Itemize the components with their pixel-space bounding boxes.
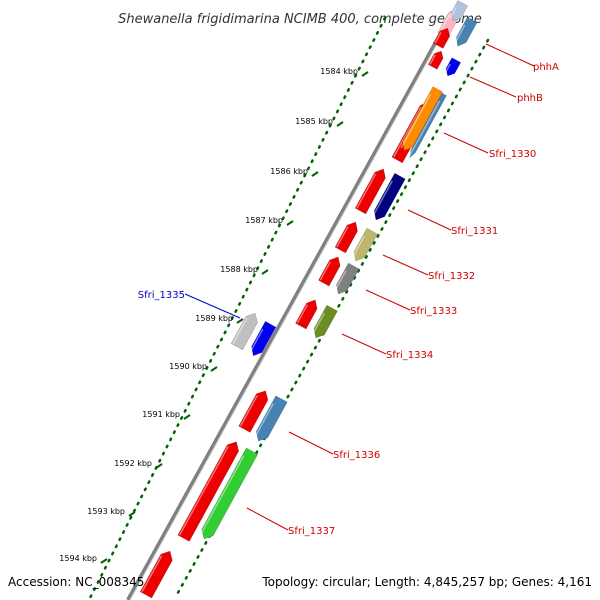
gene-red-d (354, 168, 386, 215)
scale-tick-label: 1591 kbp (142, 410, 180, 419)
map-title: Shewanella frigidimarina NCIMB 400, comp… (118, 12, 482, 27)
gene-orange (402, 86, 444, 152)
gene-red-j-highlight (141, 555, 163, 593)
gene-steelblue-a-highlight (454, 24, 466, 44)
gene-navy (373, 172, 406, 221)
scale-tick-label: 1592 kbp (114, 459, 152, 468)
gene-red-e-highlight (336, 226, 349, 248)
gene-steelblue-b (409, 92, 447, 159)
topology-text: Topology: circular; Length: 4,845,257 bp… (261, 575, 592, 589)
leader-line (288, 431, 334, 455)
gene-label: Sfri_1332 (428, 271, 475, 282)
scale-tick-mark (183, 414, 191, 420)
gene-olive (313, 304, 338, 339)
gene-label: phhB (517, 93, 543, 104)
gene-label: Sfri_1331 (451, 226, 498, 237)
gene-silver (230, 312, 258, 351)
scale-tick-label: 1590 kbp (169, 362, 207, 371)
gene-label: phhA (533, 62, 559, 73)
leader-line (184, 293, 241, 319)
gene-gray (336, 262, 360, 295)
scale-tick-mark (100, 558, 108, 564)
scale-tick-label: 1587 kbp (245, 216, 283, 225)
gene-label: Sfri_1336 (333, 450, 380, 461)
gene-red-e (334, 221, 358, 254)
gene-blue-a-highlight (444, 63, 451, 74)
backbone-ring (126, 41, 439, 600)
leader-line (485, 43, 535, 67)
gene-green (201, 447, 259, 540)
scale-tick-label: 1584 kbp (320, 67, 358, 76)
gene-orange-highlight (400, 94, 432, 149)
scale-tick-label: 1588 kbp (220, 265, 258, 274)
leader-line (341, 333, 387, 355)
gene-label: Sfri_1330 (489, 149, 536, 160)
gene-lightsteelblue-highlight (449, 7, 457, 19)
gene-red-i-highlight (179, 446, 229, 536)
gene-khaki (353, 227, 378, 262)
gene-red-f (318, 256, 341, 287)
gene-steelblue-b-highlight (408, 100, 441, 157)
gene-label: Sfri_1337 (288, 526, 335, 537)
scale-tick-label: 1589 kbp (195, 314, 233, 323)
gene-red-h-highlight (239, 394, 258, 427)
gene-label: Sfri_1334 (386, 350, 433, 361)
gene-label: Sfri_1333 (410, 306, 457, 317)
gene-labels: phhA phhB Sfri_1330 Sfri_1331 Sfri_1332 Sfri_… (138, 43, 559, 537)
outer-dotted-ring (88, 16, 387, 600)
leader-line (469, 76, 517, 98)
gene-red-a (432, 27, 451, 49)
leader-line (443, 132, 489, 154)
leader-line (365, 289, 411, 311)
gene-blue-b (251, 320, 277, 357)
gene-olive-highlight (311, 312, 326, 336)
gene-navy-highlight (371, 180, 393, 218)
gene-silver-highlight (232, 317, 248, 344)
gene-steelblue-c-highlight (253, 403, 274, 439)
scale-tick-mark (128, 511, 136, 517)
gene-label: Sfri_1335 (138, 290, 185, 301)
gene-khaki-highlight (351, 235, 366, 259)
gene-blue-a (445, 57, 462, 77)
leader-line (407, 209, 452, 231)
gene-red-g-highlight (296, 304, 309, 324)
scale-tick-mark (261, 269, 269, 275)
scale-tick-mark (155, 463, 163, 469)
scale-tick-mark (361, 71, 369, 77)
gene-red-i (177, 441, 240, 542)
gene-gray-highlight (334, 270, 347, 292)
gene-steelblue-a (456, 16, 478, 47)
scale-tick-mark (286, 220, 294, 226)
gene-red-a-highlight (434, 32, 442, 44)
leader-line (382, 254, 429, 276)
scale-tick-label: 1593 kbp (87, 507, 125, 516)
gene-red-b (427, 50, 444, 70)
gene-red-c-highlight (393, 106, 422, 158)
gene-red-h (238, 390, 269, 433)
gene-features (139, 0, 478, 599)
scale-tick-mark (236, 318, 244, 324)
gene-red-f-highlight (319, 261, 332, 281)
scale-tick-mark (336, 121, 344, 127)
leader-line (246, 507, 289, 531)
gene-top-pink-highlight (439, 13, 451, 33)
accession-text: Accession: NC_008345 (8, 575, 144, 589)
gene-steelblue-c (255, 395, 288, 442)
scale-tick-label: 1585 kbp (295, 117, 333, 126)
scale-tick-mark (210, 366, 218, 372)
gene-red-g (295, 299, 318, 330)
scale-tick-label: 1594 kbp (59, 554, 97, 563)
gene-red-b-highlight (429, 54, 436, 65)
gene-red-j (139, 550, 173, 599)
scale-tick-mark (311, 171, 319, 177)
gene-green-highlight (199, 455, 245, 536)
gene-blue-b-highlight (249, 328, 264, 354)
scale-ticks: 1584 kbp 1585 kbp 1586 kbp 1587 kbp 1588 kbp… (59, 67, 369, 564)
scale-tick-label: 1586 kbp (270, 167, 308, 176)
gene-lightsteelblue (450, 0, 469, 22)
gene-red-d-highlight (356, 173, 377, 209)
